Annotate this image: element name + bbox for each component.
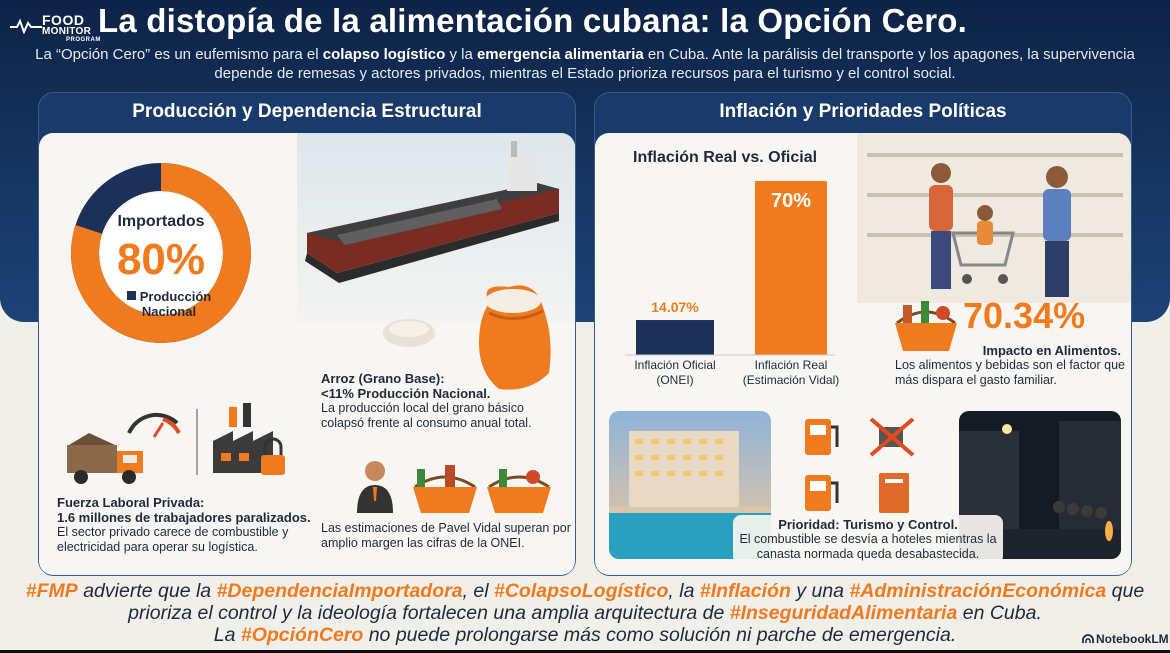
intro-bold-2: emergencia alimentaria [476,46,644,63]
food-impact-info: Impacto en Alimentos. Los alimentos y be… [895,343,1125,388]
priority-info: Prioridad: Turismo y Control. El combust… [733,515,1003,564]
icon-divider [196,409,198,475]
donut-hole [101,193,221,313]
notebooklm-icon [1082,634,1094,643]
notebooklm-watermark: NotebookLM [1082,632,1169,646]
national-production-label: Producción Nacional [139,289,212,319]
footer-text-1: advierte que la [77,580,217,602]
food-impact-heading: Impacto en Alimentos. [982,343,1121,358]
notebooklm-label: NotebookLM [1096,632,1169,646]
footer-text-5: que prioriza el control y la ideología f… [128,580,1145,624]
imported-label: Importados [117,213,205,230]
footer-statement: #FMP advierte que la #DependenciaImporta… [20,580,1150,646]
truck-icon [67,412,181,484]
priority-heading: Prioridad: Turismo y Control. [778,517,958,532]
rice-body: La producción local del grano básico col… [321,401,532,430]
food-basket-icon [413,465,477,513]
hashtag-administracion: #AdministraciónEconómica [849,580,1107,602]
production-panel-title: Producción y Dependencia Estructural [132,101,482,122]
hashtag-inseguridad: #InseguridadAlimentaria [729,602,958,624]
labor-subheading: 1.6 millones de trabajadores paralizados… [57,510,311,525]
no-fuel-icon [869,417,915,457]
food-basket-icon [487,469,551,513]
fuel-icons [805,417,915,513]
book-icon [879,473,909,513]
intro-text: La “Opción Cero” es un eufemismo para el… [30,45,1140,83]
pavel-estimates-note: Las estimaciones de Pavel Vidal superan … [321,521,571,550]
bar-1 [755,181,827,355]
bar-value-label-1: 70% [771,190,811,212]
inflation-panel-body: Inflación Real vs. Oficial 14.07% Inflaci… [595,133,1131,575]
footer-text-4: y una [790,580,850,602]
intro-part-1: La “Opción Cero” es un eufemismo para el [35,46,323,63]
shopping-family-illustration [857,133,1131,303]
donut-imported-segment [71,163,251,343]
factory-icon [213,403,285,475]
chart-title: Inflación Real vs. Oficial [633,149,818,166]
intro-part-2: y la [445,46,477,63]
logo-line-3: PROGRAM [66,37,101,43]
hashtag-colapso: #ColapsoLogístico [493,580,669,602]
hashtag-dependencia: #DependenciaImportadora [216,580,463,602]
bottom-edge [0,650,1170,653]
food-basket-icon [895,301,957,351]
bar-0 [636,320,714,355]
heartbeat-icon [10,18,42,34]
cargo-ship-icon [297,133,575,323]
category-label-0-0: Inflación Oficial [634,358,715,372]
footer-text-6: en Cuba. [957,602,1042,624]
production-panel: Producción y Dependencia Estructural Imp… [38,92,576,576]
footer-text-7: La [213,624,241,646]
imported-value: 80% [116,235,206,284]
labor-body: El sector privado carece de combustible … [57,525,289,554]
donut-labels: Importados 80% Producción Nacional [69,161,253,345]
person-icon [357,461,393,513]
rice-subheading: <11% Producción Nacional. [321,386,491,401]
rice-info: Arroz (Grano Base): <11% Producción Naci… [321,371,561,431]
rice-sack-icon [383,285,551,390]
rice-heading: Arroz (Grano Base): [321,371,445,386]
category-label-1-1: (Estimación Vidal) [743,373,839,387]
legend-swatch [126,291,136,300]
labor-heading: Fuerza Laboral Privada: [57,495,205,510]
priority-body: El combustible se desvía a hoteles mient… [739,532,997,561]
labor-info: Fuerza Laboral Privada: 1.6 millones de … [57,495,327,555]
padlock-icon [261,437,285,475]
fuel-pump-icon [805,419,839,455]
bar-value-label-0: 14.07% [651,299,699,315]
food-impact-body: Los alimentos y bebidas son el factor qu… [895,358,1125,387]
gauge-icon [127,412,179,434]
food-monitor-logo: FOOD MONITOR PROGRAM [10,10,100,44]
category-label-0-1: (ONEI) [656,373,693,387]
inflation-panel-title: Inflación y Prioridades Políticas [719,101,1007,122]
intro-part-3: en Cuba. Ante la parálisis del transport… [214,46,1135,82]
hashtag-opcion-cero: #OpciónCero [240,624,364,646]
footer-text-2: , el [462,580,494,602]
footer-text-3: , la [668,580,700,602]
hashtag-inflacion: #Inflación [699,580,791,602]
national-production-legend: Producción Nacional [109,289,229,319]
food-impact-value: 70.34% [963,295,1086,336]
intro-bold-1: colapso logístico [322,46,446,63]
imports-donut-chart [71,163,251,343]
category-label-1-0: Inflación Real [755,358,828,372]
fuel-pump-icon [805,475,839,511]
inflation-panel: Inflación y Prioridades Políticas Inflac… [594,92,1132,576]
production-panel-body: Importados 80% Producción Nacional [39,133,575,575]
hashtag-fmp: #FMP [25,580,78,602]
footer-text-8: no puede prolongarse más como solución n… [363,624,957,646]
inflation-bar-chart: 14.07% Inflación Oficial(ONEI) 70% Inflació… [625,181,839,387]
page-title: La distopía de la alimentación cubana: l… [98,2,967,39]
logo-line-2: MONITOR [42,26,92,37]
logo-line-1: FOOD [42,12,85,28]
estimate-icons [357,461,551,513]
